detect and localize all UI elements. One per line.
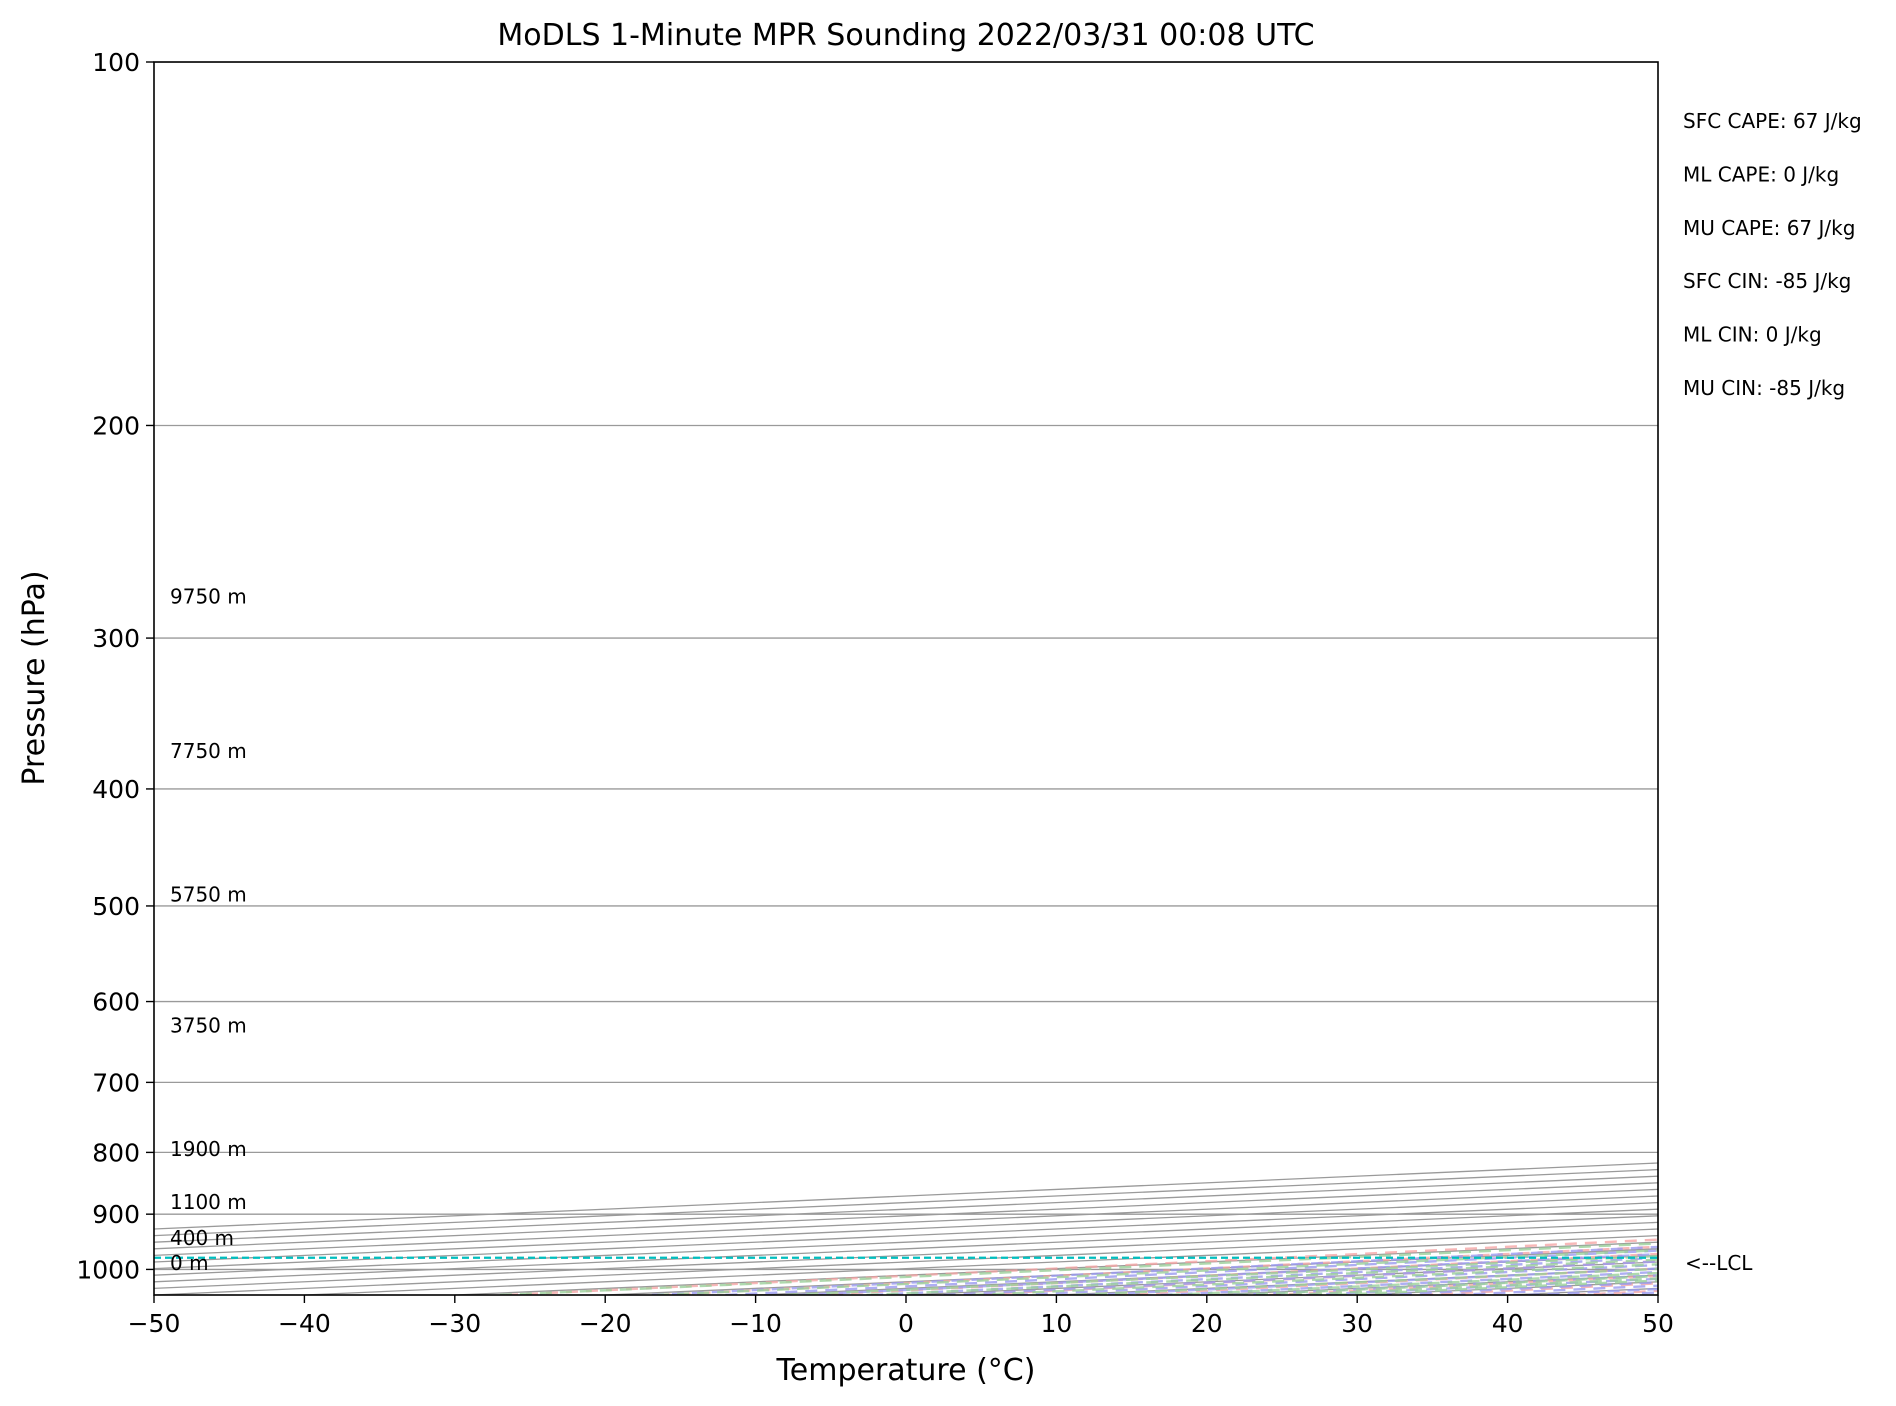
x-tick-label: −20 bbox=[579, 1309, 632, 1338]
stat-label: ML CIN: 0 J/kg bbox=[1683, 323, 1822, 347]
x-tick-label: 10 bbox=[1040, 1309, 1072, 1338]
y-tick-label: 900 bbox=[92, 1200, 140, 1229]
stat-label: SFC CIN: -85 J/kg bbox=[1683, 269, 1851, 293]
height-label: 5750 m bbox=[170, 882, 247, 906]
height-label: 1100 m bbox=[170, 1190, 247, 1214]
chart-title: MoDLS 1-Minute MPR Sounding 2022/03/31 0… bbox=[497, 18, 1314, 53]
lcl-label: <--LCL bbox=[1685, 1251, 1753, 1275]
y-axis: 1000 900 800 700 600 500 400 300 200 100 bbox=[76, 48, 154, 1284]
stability-indices: SFC CAPE: 67 J/kg ML CAPE: 0 J/kg MU CAPE:… bbox=[1683, 109, 1862, 400]
y-axis-title: Pressure (hPa) bbox=[17, 570, 52, 785]
stat-label: SFC CAPE: 67 J/kg bbox=[1683, 109, 1862, 133]
background-lines bbox=[154, 62, 1658, 1295]
height-label: 0 m bbox=[170, 1251, 209, 1275]
y-tick-label: 500 bbox=[92, 892, 140, 921]
x-tick-label: 40 bbox=[1492, 1309, 1524, 1338]
x-tick-label: 20 bbox=[1191, 1309, 1223, 1338]
y-tick-label: 100 bbox=[92, 48, 140, 77]
height-label: 7750 m bbox=[170, 739, 247, 763]
height-label: 3750 m bbox=[170, 1013, 247, 1037]
height-label: 1900 m bbox=[170, 1137, 247, 1161]
y-tick-label: 1000 bbox=[76, 1255, 140, 1284]
y-tick-label: 200 bbox=[92, 411, 140, 440]
y-tick-label: 300 bbox=[92, 624, 140, 653]
y-tick-label: 800 bbox=[92, 1138, 140, 1167]
x-tick-label: 0 bbox=[898, 1309, 914, 1338]
x-axis-title: Temperature (°C) bbox=[776, 1353, 1036, 1388]
height-label: 400 m bbox=[170, 1226, 234, 1250]
x-tick-label: 30 bbox=[1341, 1309, 1373, 1338]
y-tick-label: 400 bbox=[92, 775, 140, 804]
y-tick-label: 700 bbox=[92, 1068, 140, 1097]
y-tick-label: 600 bbox=[92, 988, 140, 1017]
stat-label: MU CIN: -85 J/kg bbox=[1683, 376, 1845, 400]
x-tick-label: −30 bbox=[428, 1309, 481, 1338]
x-axis: −50 −40 −30 −20 −10 0 10 20 30 40 50 bbox=[128, 1295, 1674, 1338]
x-tick-label: −40 bbox=[278, 1309, 331, 1338]
height-label: 9750 m bbox=[170, 584, 247, 608]
x-tick-label: −50 bbox=[128, 1309, 181, 1338]
x-tick-label: −10 bbox=[729, 1309, 782, 1338]
x-tick-label: 50 bbox=[1642, 1309, 1674, 1338]
stat-label: MU CAPE: 67 J/kg bbox=[1683, 216, 1855, 240]
stat-label: ML CAPE: 0 J/kg bbox=[1683, 162, 1839, 186]
